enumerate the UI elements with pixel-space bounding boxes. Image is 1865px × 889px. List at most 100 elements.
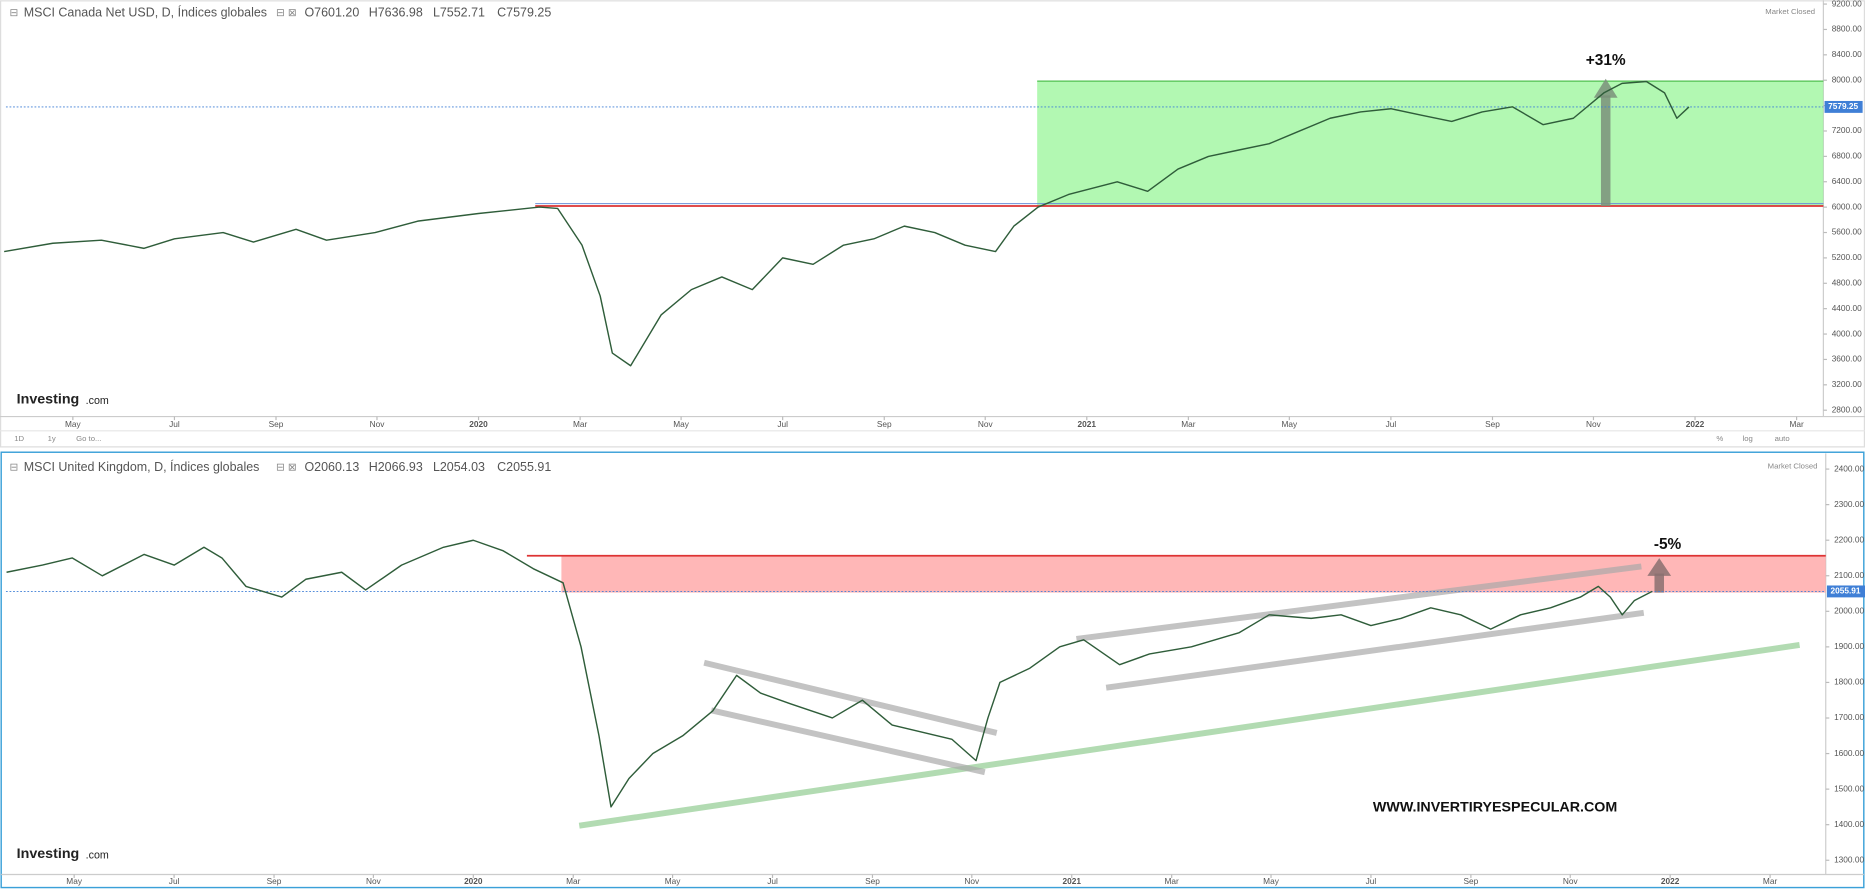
y-tick-label: 1300.00 [1834,854,1864,864]
y-tick-label: 6000.00 [1832,201,1862,211]
collapse-icon: ⊟ ⊠ [276,7,297,19]
channel-line [710,707,986,776]
y-tick-label: 9200.00 [1832,0,1862,8]
arrow-shaft [1600,95,1611,207]
channel-line [703,659,998,736]
y-tick-label: 1700.00 [1834,712,1864,722]
target-zone [561,555,1826,593]
logo: Investing [17,392,80,408]
ohlc-value: O2060.13 [304,460,359,474]
ohlc-value: L7552.71 [433,6,485,20]
ohlc-value: L2054.03 [433,460,485,474]
y-tick-label: 4000.00 [1832,328,1862,338]
x-tick-label: May [1281,419,1298,429]
toolbar-button[interactable]: % [1716,434,1723,443]
x-tick-label: Mar [573,419,588,429]
ohlc-value: O7601.20 [304,6,359,20]
logo-suffix: .com [86,849,109,861]
price-line [4,80,1690,367]
y-tick-label: 5600.00 [1832,227,1862,237]
x-tick-label: Jul [169,419,180,429]
x-tick-label: Jul [1386,419,1397,429]
x-tick-label: Mar [1789,419,1804,429]
status: Market Closed [1765,7,1815,16]
annotation: -5% [1654,536,1682,553]
logo-suffix: .com [86,395,109,407]
x-tick-label: Nov [370,419,386,429]
toolbar-button[interactable]: Go to... [76,434,101,443]
x-tick-label: 2021 [1078,419,1097,429]
toolbar-button[interactable]: 1y [48,434,56,443]
y-tick-label: 2000.00 [1834,606,1864,616]
y-tick-label: 1800.00 [1834,677,1864,687]
x-tick-label: Mar [1181,419,1196,429]
status: Market Closed [1768,462,1818,471]
target-zone [1037,81,1824,207]
chart-title: MSCI United Kingdom, D, Índices globales [24,459,260,474]
x-tick-label: 2022 [1661,876,1680,886]
channel-line [1105,609,1645,691]
collapse-icon[interactable]: ⊟ [10,7,19,19]
y-tick-label: 6800.00 [1832,151,1862,161]
y-tick-label: 1500.00 [1834,783,1864,793]
toolbar-button[interactable]: 1D [14,434,24,443]
y-tick-label: 5200.00 [1832,252,1862,262]
x-tick-label: Nov [964,876,980,886]
y-tick-label: 8800.00 [1832,24,1862,34]
channel-line [1076,563,1642,642]
y-tick-label: 2400.00 [1834,463,1864,473]
x-tick-label: Nov [1586,419,1602,429]
collapse-icon: ⊟ ⊠ [276,462,297,474]
x-tick-label: Mar [566,876,581,886]
x-tick-label: May [66,876,83,886]
ohlc-value: C7579.25 [497,6,551,20]
y-tick-label: 4800.00 [1832,277,1862,287]
chart-layer: ⊟ ⊠ O7601.20 H7636.98 L7552.71 C7579.25 2800.… [4,0,1865,886]
watermark: WWW.INVERTIRYESPECULAR.COM [1373,800,1617,816]
toolbar-button[interactable]: log [1742,434,1752,443]
ohlc-value: H2066.93 [369,460,423,474]
x-tick-label: Sep [1463,876,1478,886]
chart-title: MSCI Canada Net USD, D, Índices globales [24,5,267,20]
last-price-label: 7579.25 [1828,101,1858,111]
y-tick-label: 3200.00 [1832,379,1862,389]
x-tick-label: 2022 [1686,419,1705,429]
y-tick-label: 3600.00 [1832,354,1862,364]
x-tick-label: Sep [267,876,282,886]
logo: Investing [17,846,80,862]
x-tick-label: Nov [366,876,382,886]
y-tick-label: 7200.00 [1832,125,1862,135]
x-tick-label: May [673,419,690,429]
y-tick-label: 1400.00 [1834,819,1864,829]
x-tick-label: Jul [767,876,778,886]
y-tick-label: 2100.00 [1834,570,1864,580]
collapse-icon[interactable]: ⊟ [10,462,19,474]
y-tick-label: 2800.00 [1832,404,1862,414]
trend-line [578,641,1801,829]
x-tick-label: May [665,876,682,886]
x-tick-label: Nov [1563,876,1579,886]
x-tick-label: May [1263,876,1280,886]
arrow-head [1647,558,1672,576]
panel-frame [0,451,1865,889]
ohlc-value: C2055.91 [497,460,551,474]
x-tick-label: Nov [978,419,994,429]
y-tick-label: 1600.00 [1834,748,1864,758]
y-tick-label: 8000.00 [1832,74,1862,84]
x-tick-label: 2021 [1062,876,1081,886]
y-tick-label: 2200.00 [1834,534,1864,544]
x-tick-label: May [65,419,82,429]
panel-frame [0,0,1865,448]
x-tick-label: Sep [865,876,880,886]
x-tick-label: 2020 [469,419,488,429]
arrow-head [1593,78,1618,98]
last-price-tag [1826,585,1865,598]
ohlc-value: H7636.98 [369,6,423,20]
toolbar-button[interactable]: auto [1775,434,1790,443]
y-tick-label: 4400.00 [1832,303,1862,313]
x-tick-label: Mar [1165,876,1180,886]
x-tick-label: Jul [777,419,788,429]
last-price-tag [1824,100,1863,113]
arrow-shaft [1654,573,1664,593]
